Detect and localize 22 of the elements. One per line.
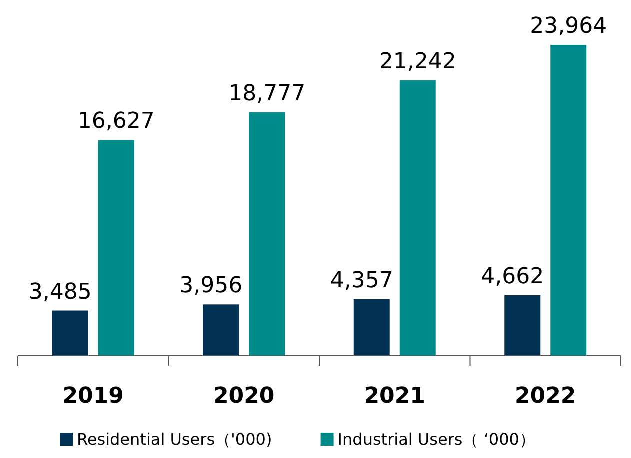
bar [354, 299, 390, 356]
data-label: 16,627 [78, 109, 155, 134]
x-tick-label: 2022 [515, 384, 576, 409]
data-label: 23,964 [530, 14, 608, 39]
x-tick-label: 2021 [364, 384, 426, 409]
bar [550, 45, 587, 356]
bar [400, 80, 436, 356]
bar [504, 295, 541, 356]
data-label: 21,242 [379, 49, 456, 74]
x-tick-label: 2019 [62, 384, 124, 409]
data-label: 18,777 [228, 81, 306, 106]
legend-label: Residential Users（'000) [77, 430, 272, 449]
data-label: 3,485 [28, 280, 92, 305]
bar [203, 304, 240, 356]
data-label: 3,956 [180, 274, 243, 299]
bar [249, 112, 286, 356]
x-tick-label: 2020 [214, 384, 275, 409]
bar [52, 310, 88, 356]
data-label: 4,662 [481, 264, 544, 290]
bar [98, 140, 134, 356]
legend-label: Industrial Users（ ‘000） [338, 430, 536, 449]
data-label: 4,357 [330, 268, 394, 294]
